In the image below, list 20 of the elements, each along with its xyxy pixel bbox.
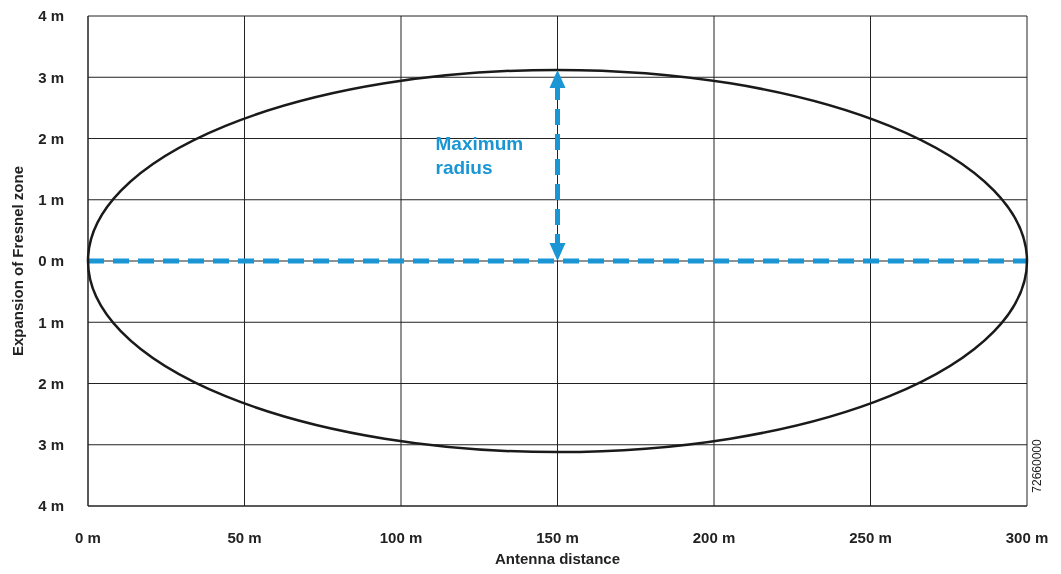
text: 72660000: [1030, 438, 1044, 493]
y-tick-label: 2 m: [38, 129, 64, 147]
y-tick-label: 4 m: [38, 7, 64, 25]
x-tick-label: 0 m: [75, 528, 101, 546]
x-tick-label: 50 m: [227, 528, 262, 546]
annotation: Maximum radius: [435, 133, 524, 179]
y-tick-label: 3 m: [38, 436, 64, 454]
x-tick-label: 200 m: [692, 528, 736, 546]
x-tick-label: 150 m: [536, 528, 579, 546]
y-tick-label: 0 m: [38, 252, 64, 270]
y-tick-label: 1 m: [38, 313, 64, 331]
x-axis-title: Antenna distance: [494, 550, 621, 567]
x-tick-label: 300 m: [1005, 528, 1049, 546]
x-tick-label: 100 m: [379, 528, 423, 546]
x-tick-label: 250 m: [849, 528, 892, 546]
y-tick-label: 1 m: [38, 191, 64, 209]
y-tick-label: 2 m: [38, 374, 64, 392]
y-tick-label: 4 m: [38, 497, 64, 515]
y-axis-title: Expansion of Fresnel zone: [9, 165, 27, 357]
y-tick-label: 3 m: [38, 68, 64, 86]
